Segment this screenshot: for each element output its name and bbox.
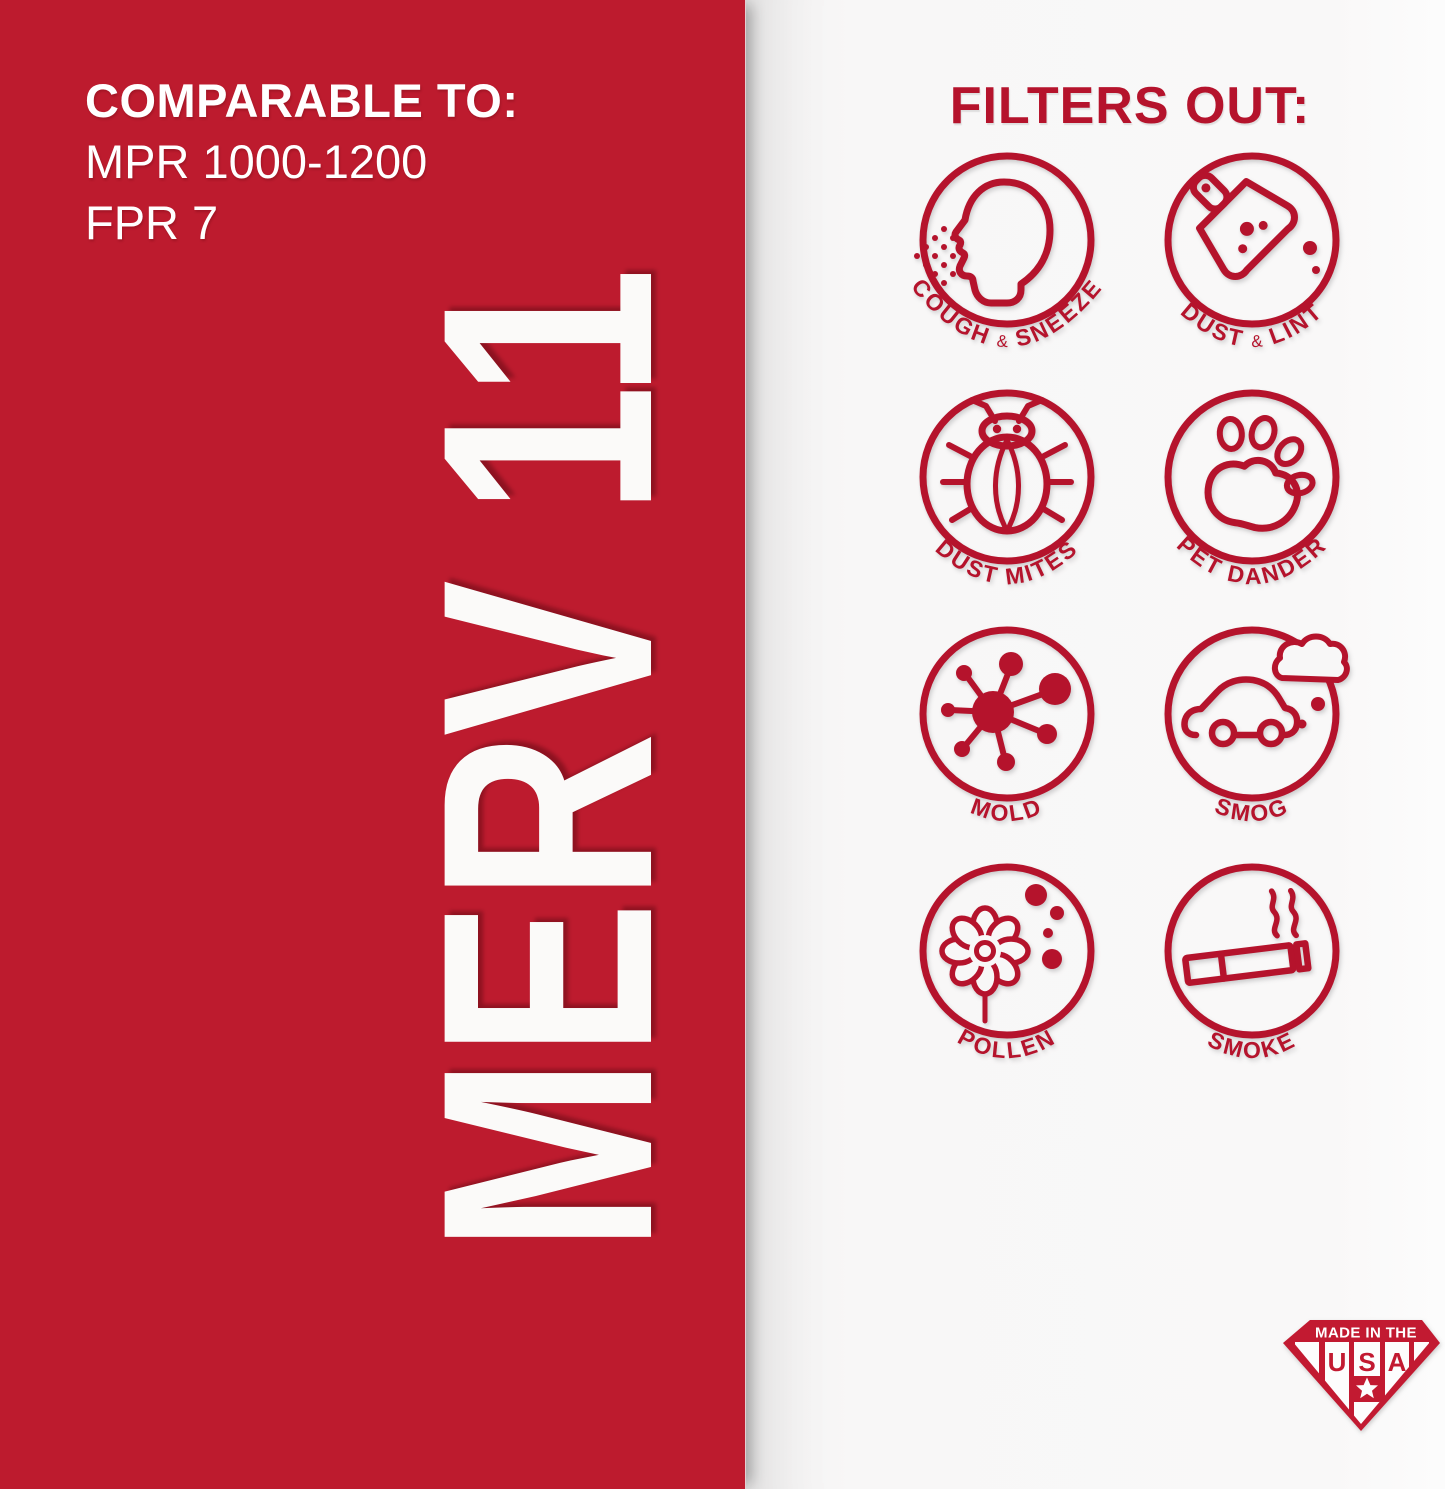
filter-label: POLLEN — [954, 1023, 1061, 1063]
mold-spores-icon — [941, 652, 1071, 771]
cigarette-smoke-icon — [1178, 888, 1308, 983]
filter-tile-mold: MOLD — [919, 626, 1095, 827]
filter-tile-pollen: POLLEN — [919, 863, 1095, 1063]
mite-bug-icon — [943, 400, 1071, 531]
filters-out-heading: FILTERS OUT: — [949, 77, 1311, 135]
merv-rating-label: MERV 11 — [379, 268, 715, 1253]
filter-tile-dust-lint: DUST & LINT — [1132, 140, 1340, 352]
filters-out-panel: FILTERS OUT: COUGH & SNEEZE DUST & LINT DU… — [745, 0, 1445, 1489]
filter-circle — [919, 152, 1095, 328]
filter-circle — [1164, 152, 1340, 328]
comparable-line-fpr: FPR 7 — [85, 196, 219, 249]
filter-tile-smog: SMOG — [1164, 626, 1372, 827]
comparable-heading: COMPARABLE TO: — [85, 74, 519, 127]
filter-tile-smoke: SMOKE — [1164, 863, 1340, 1063]
car-exhaust-icon — [1184, 637, 1346, 745]
star-icon — [1356, 1377, 1378, 1399]
filter-circle — [919, 626, 1095, 802]
filter-tile-cough-sneeze: COUGH & SNEEZE — [906, 152, 1105, 352]
filter-tile-pet-dander: PET DANDER — [1164, 389, 1340, 589]
comparable-block: COMPARABLE TO: MPR 1000-1200 FPR 7 — [85, 70, 518, 253]
badge-letter-u: U — [1328, 1347, 1347, 1377]
filter-circle — [919, 863, 1095, 1039]
badge-letter-s: S — [1358, 1347, 1375, 1377]
made-in-usa-badge: MADE IN THE U S A — [1283, 1320, 1440, 1431]
filter-circle — [919, 389, 1095, 565]
badge-top-label: MADE IN THE — [1315, 1325, 1417, 1342]
red-panel: COMPARABLE TO: MPR 1000-1200 FPR 7 MERV … — [0, 0, 746, 1489]
comparable-line-mpr: MPR 1000-1200 — [85, 135, 428, 188]
filter-tile-dust-mites: DUST MITES — [919, 389, 1095, 590]
merv-rating-graphic: MERV 11 — [379, 268, 715, 1253]
badge-letter-a: A — [1388, 1347, 1407, 1377]
flower-pollen-icon — [942, 884, 1064, 1021]
filter-circle — [1164, 626, 1340, 802]
filter-circle — [1164, 863, 1340, 1039]
filter-circle — [1164, 389, 1340, 565]
paw-print-icon — [1196, 406, 1329, 539]
